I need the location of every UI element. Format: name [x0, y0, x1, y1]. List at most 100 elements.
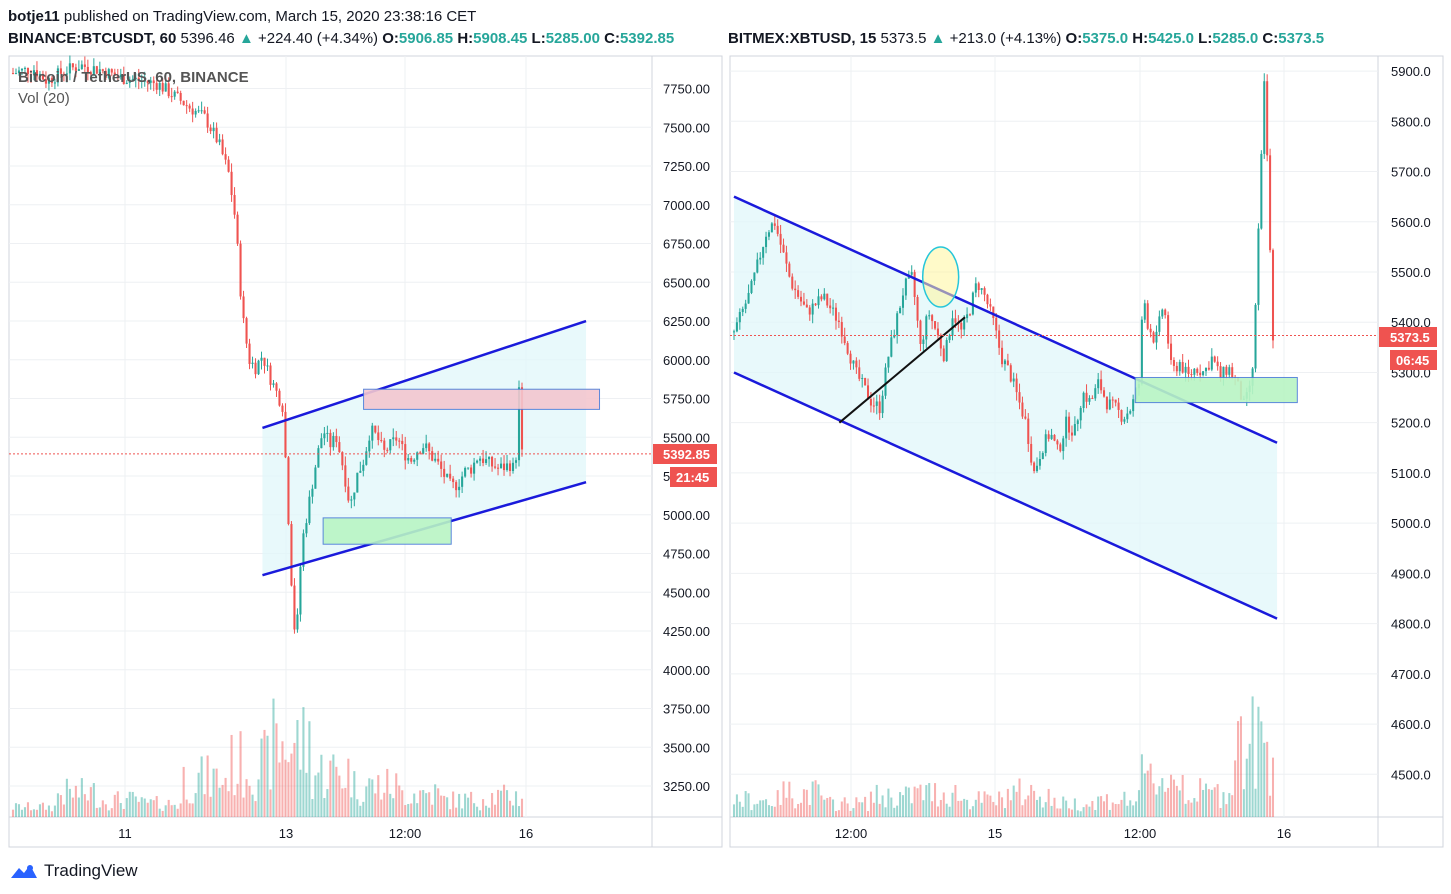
- volume-bar: [1204, 783, 1208, 817]
- candle-body: [203, 110, 206, 114]
- volume-bar: [869, 791, 872, 817]
- left-annotations[interactable]: [9, 319, 652, 577]
- candle-body: [797, 290, 800, 297]
- volume-bar: [59, 795, 62, 817]
- volume-bar: [287, 762, 290, 817]
- candle-body: [814, 303, 817, 306]
- right-price-axis[interactable]: 4500.0 4600.0 4700.0 4800.0 4900.0 5000.0 5100…: [1391, 64, 1431, 782]
- volume-bar: [735, 794, 738, 817]
- candle-body: [960, 322, 963, 330]
- candle-body: [747, 292, 750, 304]
- candle-body: [1021, 402, 1024, 417]
- volume-bar: [137, 801, 140, 817]
- candle-body: [314, 467, 317, 489]
- left-symbol[interactable]: BINANCE:BTCUSDT, 60: [8, 30, 177, 47]
- volume-bar: [1035, 799, 1039, 817]
- candle-body: [416, 452, 419, 460]
- right-annotations[interactable]: [730, 195, 1378, 620]
- volume-bar: [26, 802, 30, 817]
- candle-body: [362, 464, 365, 471]
- candle-body: [110, 69, 113, 73]
- volume-bar: [134, 796, 137, 817]
- volume-bar: [413, 793, 416, 817]
- candle-body: [128, 79, 131, 83]
- right-time-axis[interactable]: 12:00 15 12:00 16: [835, 826, 1292, 841]
- candle-body: [359, 470, 362, 473]
- volume-bar: [840, 801, 843, 817]
- candle-body: [239, 243, 242, 297]
- left-chart-pane[interactable]: 3250.00 3500.00 3750.00 4000.00 4250.00 4500.…: [8, 55, 723, 848]
- volume-bar: [505, 790, 509, 817]
- volume-bar: [934, 783, 937, 817]
- volume-bar: [398, 785, 401, 817]
- candle-body: [44, 79, 47, 84]
- candle-body: [149, 80, 152, 83]
- right-chart-pane[interactable]: 4500.0 4600.0 4700.0 4800.0 4900.0 5000.0 5100…: [729, 55, 1444, 848]
- candle-body: [1204, 367, 1208, 372]
- right-low-label: L:: [1198, 30, 1213, 47]
- left-high-label: H:: [457, 30, 474, 47]
- volume-bar: [98, 807, 101, 817]
- tradingview-brand[interactable]: TradingView: [44, 861, 138, 880]
- candle-body: [191, 108, 194, 115]
- left-volume-bars: [11, 698, 524, 817]
- candle-body: [1132, 399, 1135, 412]
- candle-body: [852, 360, 855, 364]
- candle-body: [1129, 411, 1132, 414]
- volume-bar: [1114, 803, 1117, 817]
- volume-bar: [1140, 754, 1143, 817]
- volume-bar: [65, 778, 68, 817]
- price-tick-label: 5000.0: [1391, 516, 1431, 531]
- volume-bar: [395, 773, 398, 817]
- right-price-tag-bg: [1379, 327, 1437, 347]
- candle-body: [371, 425, 374, 441]
- volume-bar: [931, 801, 934, 817]
- candle-body: [74, 67, 77, 71]
- author-name[interactable]: botje11: [8, 8, 60, 25]
- candle-body: [173, 91, 176, 97]
- candle-body: [248, 343, 251, 364]
- candle-body: [347, 486, 350, 501]
- candle-body: [904, 278, 907, 296]
- price-tick-label: 4900.0: [1391, 566, 1431, 581]
- volume-bar: [1260, 721, 1263, 817]
- volume-bar: [335, 766, 338, 817]
- price-tick-label: 4000.00: [663, 663, 710, 678]
- volume-bar: [957, 800, 960, 817]
- volume-bar: [936, 806, 939, 817]
- candle-body: [1068, 416, 1071, 433]
- volume-bar: [756, 803, 759, 817]
- volume-bar: [1050, 805, 1053, 817]
- volume-bar: [1254, 788, 1257, 817]
- volume-bar: [386, 768, 389, 817]
- candle-body: [491, 456, 494, 467]
- candle-body: [257, 360, 260, 375]
- volume-bar: [983, 791, 986, 817]
- volume-bar: [179, 803, 182, 817]
- right-symbol[interactable]: BITMEX:XBTUSD, 15: [728, 30, 877, 47]
- volume-bar: [1196, 801, 1199, 817]
- volume-bar: [116, 791, 119, 817]
- volume-bar: [266, 735, 269, 817]
- volume-bar: [1135, 801, 1138, 817]
- candle-body: [954, 318, 957, 323]
- left-countdown-bg: [670, 467, 717, 487]
- volume-bar: [951, 792, 954, 817]
- candle-body: [41, 73, 44, 80]
- volume-bar: [488, 807, 491, 817]
- tradingview-logo-icon[interactable]: [10, 862, 38, 880]
- candle-body: [281, 405, 284, 412]
- time-tick-label: 16: [1277, 826, 1291, 841]
- left-low: 5285.00: [545, 30, 600, 47]
- volume-bar: [855, 797, 858, 817]
- left-time-axis[interactable]: 11 13 12:00 16: [118, 826, 533, 841]
- volume-bar: [1070, 809, 1073, 817]
- volume-bar: [1105, 794, 1108, 817]
- volume-bar: [350, 797, 353, 817]
- volume-bar: [744, 791, 747, 817]
- volume-bar: [502, 784, 506, 817]
- candle-body: [140, 80, 143, 82]
- volume-bar: [380, 799, 383, 817]
- volume-bar: [290, 753, 293, 817]
